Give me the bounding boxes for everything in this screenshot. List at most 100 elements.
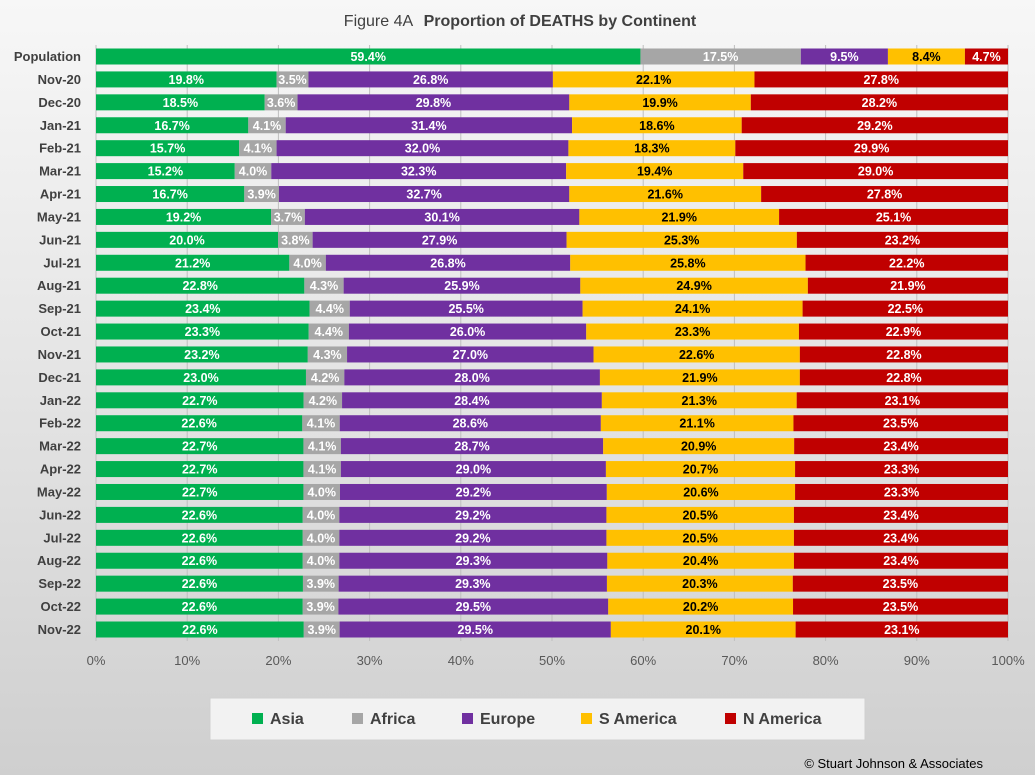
bar-segment (271, 163, 567, 180)
bar-segment (964, 48, 1008, 65)
data-label: 3.5% (278, 73, 307, 87)
data-label: 3.9% (307, 623, 336, 637)
x-tick-label: 40% (448, 653, 474, 668)
bar-segment (302, 529, 340, 546)
data-label: 4.0% (307, 531, 336, 545)
data-label: 21.6% (647, 188, 682, 202)
category-label: Sep-21 (38, 301, 81, 316)
bar-segment (304, 208, 580, 225)
data-label: 30.1% (424, 210, 459, 224)
bar-segment (96, 117, 249, 134)
data-label: 23.3% (185, 325, 220, 339)
bar-segment (302, 552, 340, 569)
category-label: Apr-21 (40, 187, 81, 202)
bar-segment (793, 529, 1008, 546)
data-label: 23.5% (883, 577, 918, 591)
category-label: May-21 (37, 209, 81, 224)
data-label: 22.8% (182, 279, 217, 293)
data-label: 20.0% (169, 233, 204, 247)
data-label: 25.8% (670, 256, 705, 270)
data-label: 22.7% (182, 463, 217, 477)
bar-segment (761, 186, 1008, 203)
bar-segment (349, 300, 583, 317)
data-label: 4.1% (244, 142, 273, 156)
data-label: 31.4% (411, 119, 446, 133)
data-label: 3.7% (274, 210, 303, 224)
data-label: 28.2% (862, 96, 897, 110)
data-label: 29.2% (455, 531, 490, 545)
data-label: 29.0% (858, 165, 893, 179)
bar-segment (794, 438, 1008, 455)
data-label: 26.8% (413, 73, 448, 87)
data-label: 22.7% (182, 485, 217, 499)
bar-segment (799, 369, 1008, 386)
data-label: 18.6% (639, 119, 674, 133)
category-label: Nov-20 (38, 72, 81, 87)
bar-segment (303, 621, 340, 638)
bar-segment (566, 231, 797, 248)
bar-segment (96, 277, 305, 294)
data-label: 32.3% (401, 165, 436, 179)
legend-label: Asia (270, 711, 304, 728)
data-label: 20.7% (683, 463, 718, 477)
bar-segment (96, 48, 641, 65)
bar-segment (750, 94, 1008, 111)
bar-segment (309, 300, 350, 317)
category-label: Oct-22 (41, 599, 81, 614)
bar-segment (887, 48, 965, 65)
data-label: 16.7% (152, 188, 187, 202)
bar-segment (735, 140, 1008, 157)
bar-segment (96, 438, 304, 455)
data-label: 4.0% (239, 165, 268, 179)
data-label: 23.3% (884, 463, 919, 477)
data-label: 17.5% (703, 50, 738, 64)
bar-segment (96, 529, 303, 546)
data-label: 21.1% (679, 417, 714, 431)
data-label: 4.0% (307, 554, 336, 568)
bar-segment (795, 621, 1008, 638)
data-label: 29.3% (456, 554, 491, 568)
data-label: 28.4% (454, 394, 489, 408)
legend-swatch (252, 713, 263, 724)
data-label: 3.8% (281, 233, 310, 247)
bar-segment (96, 254, 290, 271)
data-label: 29.2% (857, 119, 892, 133)
category-label: Nov-21 (38, 347, 81, 362)
bar-segment (96, 552, 303, 569)
data-label: 23.4% (883, 440, 918, 454)
data-label: 29.0% (456, 463, 491, 477)
bar-segment (579, 208, 780, 225)
data-label: 20.5% (682, 531, 717, 545)
bar-segment (606, 529, 794, 546)
category-label: Mar-21 (39, 164, 81, 179)
bar-segment (96, 346, 308, 363)
bar-segment (96, 140, 240, 157)
bar-segment (289, 254, 326, 271)
bar-segment (569, 94, 751, 111)
bar-segment (599, 369, 800, 386)
bar-segment (339, 483, 607, 500)
bar-segment (96, 415, 303, 432)
chart-title: Figure 4A Proportion of DEATHS by Contin… (344, 13, 697, 30)
data-label: 22.7% (182, 440, 217, 454)
data-label: 28.0% (454, 371, 489, 385)
bar-segment (248, 117, 286, 134)
data-label: 3.9% (306, 600, 335, 614)
bar-segment (96, 231, 279, 248)
category-label: Aug-21 (37, 278, 81, 293)
data-label: 29.5% (456, 600, 491, 614)
category-labels: Population Nov-20 Dec-20 Jan-21 Feb-21 Mar-21… (14, 49, 81, 637)
x-tick-label: 0% (87, 653, 106, 668)
data-label: 19.4% (637, 165, 672, 179)
x-tick-label: 50% (539, 653, 565, 668)
data-label: 22.6% (182, 600, 217, 614)
chart-title-main: Proportion of DEATHS by Continent (424, 13, 697, 30)
data-label: 23.3% (675, 325, 710, 339)
bar-segment (96, 163, 235, 180)
data-label: 29.9% (854, 142, 889, 156)
data-label: 21.2% (175, 256, 210, 270)
x-tick-label: 80% (813, 653, 839, 668)
bar-segment (339, 506, 607, 523)
bar-segment (325, 254, 571, 271)
